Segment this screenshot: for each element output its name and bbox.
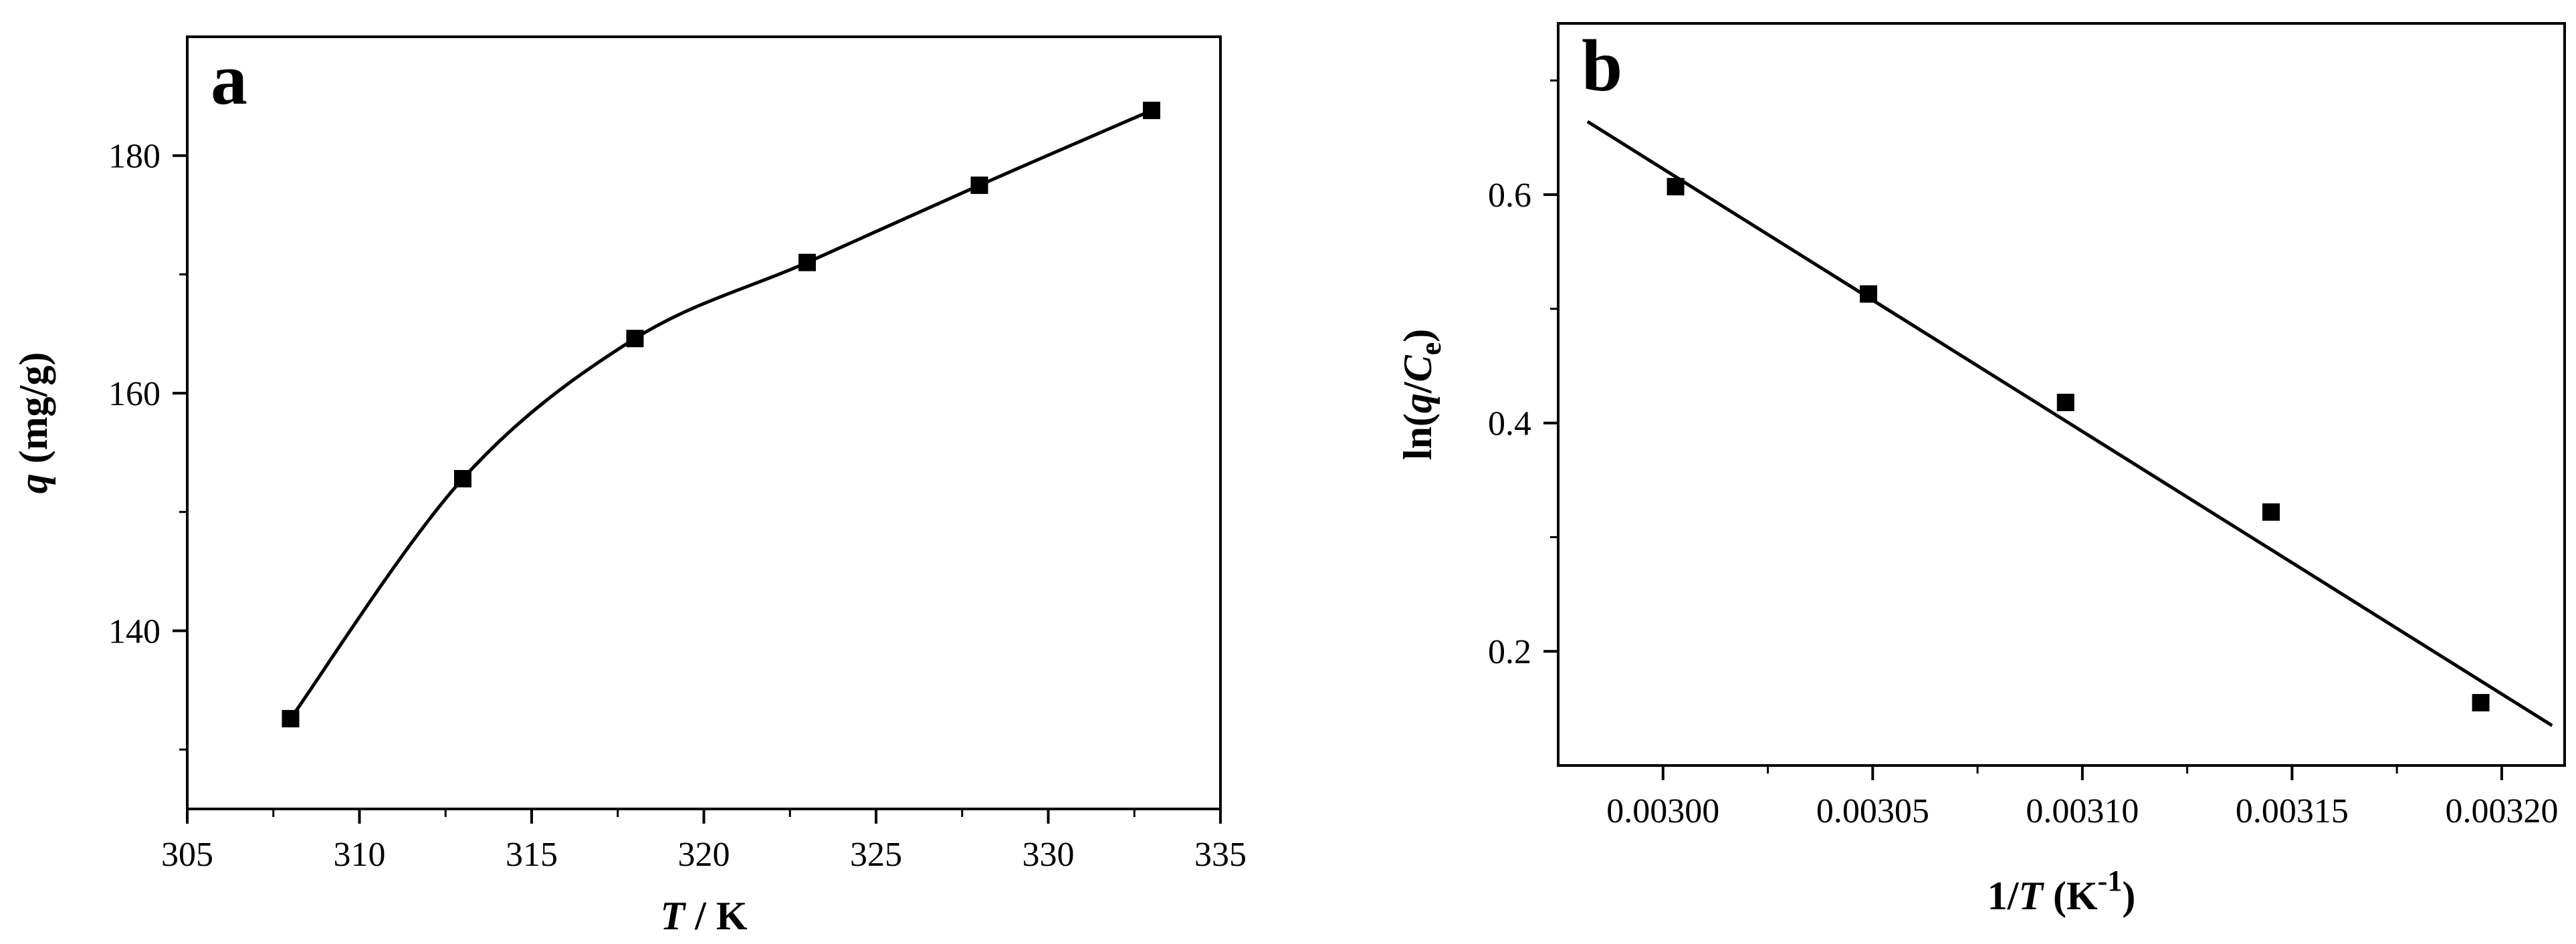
x-tick-label: 330	[1023, 836, 1075, 874]
axis-text: 1/	[1988, 874, 2020, 918]
fit-line	[1586, 120, 2553, 727]
plot-frame	[1557, 22, 2566, 767]
x-tick-label: 305	[161, 836, 213, 874]
x-tick-label: 310	[334, 836, 386, 874]
axis-unit: (mg/g)	[11, 352, 56, 474]
panel-label: b	[1582, 25, 1622, 106]
x-tick-label: 325	[850, 836, 902, 874]
data-point	[454, 470, 471, 488]
axis-unit: / K	[685, 894, 748, 938]
data-point	[798, 253, 816, 271]
data-point	[2056, 393, 2074, 411]
axis-paren: )	[2122, 874, 2135, 918]
axis-text: ln(	[1396, 413, 1440, 460]
data-point	[626, 330, 644, 348]
axis-variable: q	[1396, 393, 1440, 413]
data-point	[2262, 503, 2280, 521]
y-tick-label: 180	[108, 138, 160, 176]
data-point	[970, 176, 988, 195]
x-tick-label: 0.00310	[2026, 792, 2139, 830]
data-point	[1667, 178, 1685, 196]
y-tick-label: 0.2	[1488, 633, 1531, 671]
axis-unit: (K	[2043, 874, 2098, 918]
x-tick-label: 0.00320	[2445, 792, 2558, 830]
y-axis-label-a: q (mg/g)	[11, 352, 56, 494]
x-axis-label-b: 1/T (K-1)	[1988, 864, 2136, 918]
chart-panel-b: 0.00300 0.00305 0.00310 0.00315 0.00320 0.2 0.…	[1488, 22, 2566, 830]
x-tick-label: 320	[678, 836, 730, 874]
chart-panel-a: 305 310 315 320 325 330 335 140 160 180 a	[108, 35, 1247, 874]
axis-subscript: e	[1414, 342, 1447, 356]
data-point	[1860, 285, 1878, 303]
axis-paren: )	[1396, 329, 1440, 342]
y-tick-label: 140	[108, 612, 160, 651]
panel-label: a	[211, 38, 247, 120]
axis-variable: C	[1396, 354, 1440, 382]
axis-text: /	[1396, 381, 1440, 394]
x-axis-label-a: T / K	[661, 894, 748, 938]
axis-variable: T	[2018, 874, 2044, 918]
y-tick-label: 0.4	[1488, 405, 1531, 443]
data-point	[1143, 102, 1160, 120]
data-point	[2472, 694, 2490, 712]
axis-variable: T	[661, 894, 687, 938]
plot-frame	[186, 35, 1222, 810]
x-tick-label: 315	[506, 836, 558, 874]
data-point	[282, 709, 300, 727]
y-tick-label: 0.6	[1488, 176, 1531, 215]
axis-superscript: -1	[2098, 864, 2123, 897]
x-tick-label: 0.00315	[2236, 792, 2349, 830]
x-tick-label: 335	[1194, 836, 1247, 874]
y-axis-label-b: ln(q/Ce)	[1396, 329, 1447, 460]
x-tick-label: 0.00305	[1816, 792, 1929, 830]
axis-variable: q	[11, 473, 56, 493]
y-tick-label: 160	[108, 375, 160, 413]
x-tick-label: 0.00300	[1606, 792, 1719, 830]
fit-curve	[289, 108, 1152, 720]
